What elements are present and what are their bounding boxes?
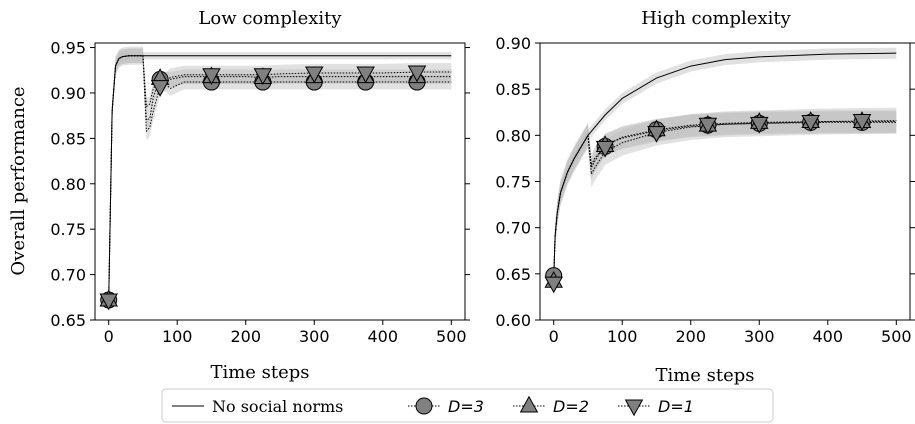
legend-marker xyxy=(519,395,539,413)
series-line xyxy=(553,52,897,279)
x-tick-label: 200 xyxy=(675,327,706,346)
data-point xyxy=(253,68,273,86)
y-tick-label: 0.90 xyxy=(50,84,86,103)
plot-area xyxy=(544,47,897,294)
data-point xyxy=(595,140,615,158)
y-tick-label: 0.75 xyxy=(495,173,531,192)
y-tick-label: 0.80 xyxy=(50,175,86,194)
legend-item: D=2 xyxy=(513,395,589,416)
legend-label: D=3 xyxy=(448,397,484,416)
legend: No social norms D=3 D=2 D=1 xyxy=(161,388,774,423)
x-tick-label: 100 xyxy=(607,327,638,346)
legend-item: D=3 xyxy=(408,397,484,416)
y-tick-label: 0.85 xyxy=(50,129,86,148)
legend-label: D=1 xyxy=(658,397,694,416)
legend-items: No social norms D=3 D=2 D=1 xyxy=(172,395,694,417)
x-tick-label: 100 xyxy=(162,327,193,346)
data-point xyxy=(202,68,221,86)
y-tick-label: 0.80 xyxy=(495,126,531,145)
data-point xyxy=(544,276,563,294)
data-point xyxy=(852,114,872,131)
data-point xyxy=(750,116,769,134)
axes-frame xyxy=(539,42,911,321)
legend-marker xyxy=(415,397,433,415)
legend-item: D=1 xyxy=(618,397,694,417)
legend-item: No social norms xyxy=(172,397,343,416)
legend-marker xyxy=(624,399,644,417)
x-tick-label: 300 xyxy=(744,327,775,346)
data-point xyxy=(305,66,324,84)
data-point xyxy=(150,80,170,97)
legend-box xyxy=(161,388,774,423)
confidence-band xyxy=(553,47,897,284)
y-tick-label: 0.70 xyxy=(50,266,86,285)
legend-label: No social norms xyxy=(212,397,343,416)
data-point xyxy=(801,114,820,132)
ticks: 0 100 200 300 400 500 0.60 0.65 0.70 0.75 0.80 0.85… xyxy=(495,34,915,346)
panel-high-complexity: High complexity Time steps 0 100 200 300 400… xyxy=(495,8,915,386)
y-tick-label: 0.60 xyxy=(495,311,531,330)
plot-area xyxy=(99,46,452,311)
data-point xyxy=(99,293,118,311)
y-tick-label: 0.95 xyxy=(50,39,86,58)
panel-title: High complexity xyxy=(641,8,791,29)
ticks: 0 100 200 300 400 500 0.65 0.70 0.75 0.80 0.85 0.90… xyxy=(50,39,470,346)
x-tick-label: 0 xyxy=(104,327,114,346)
legend-label: D=2 xyxy=(553,397,589,416)
y-axis-label: Overall performance xyxy=(8,86,29,275)
axes-frame xyxy=(94,42,466,321)
x-axis-label: Time steps xyxy=(210,362,309,383)
x-tick-label: 300 xyxy=(299,327,330,346)
x-tick-label: 0 xyxy=(549,327,559,346)
x-tick-label: 200 xyxy=(230,327,261,346)
y-tick-label: 0.65 xyxy=(50,311,86,330)
x-tick-label: 400 xyxy=(368,327,399,346)
x-axis-label: Time steps xyxy=(655,365,754,386)
series-line xyxy=(553,120,897,279)
data-point xyxy=(698,117,718,135)
x-tick-label: 400 xyxy=(813,327,844,346)
y-tick-label: 0.70 xyxy=(495,219,531,238)
data-point xyxy=(647,126,666,143)
x-tick-label: 500 xyxy=(436,327,467,346)
y-tick-label: 0.65 xyxy=(495,265,531,284)
y-tick-label: 0.75 xyxy=(50,220,86,239)
panel-title: Low complexity xyxy=(198,8,342,29)
data-point xyxy=(356,66,375,84)
y-tick-label: 0.85 xyxy=(495,80,531,99)
y-tick-label: 0.90 xyxy=(495,34,531,53)
data-point xyxy=(407,65,427,83)
x-tick-label: 500 xyxy=(881,327,912,346)
panel-low-complexity: Low complexity Overall performance Time … xyxy=(8,8,470,383)
